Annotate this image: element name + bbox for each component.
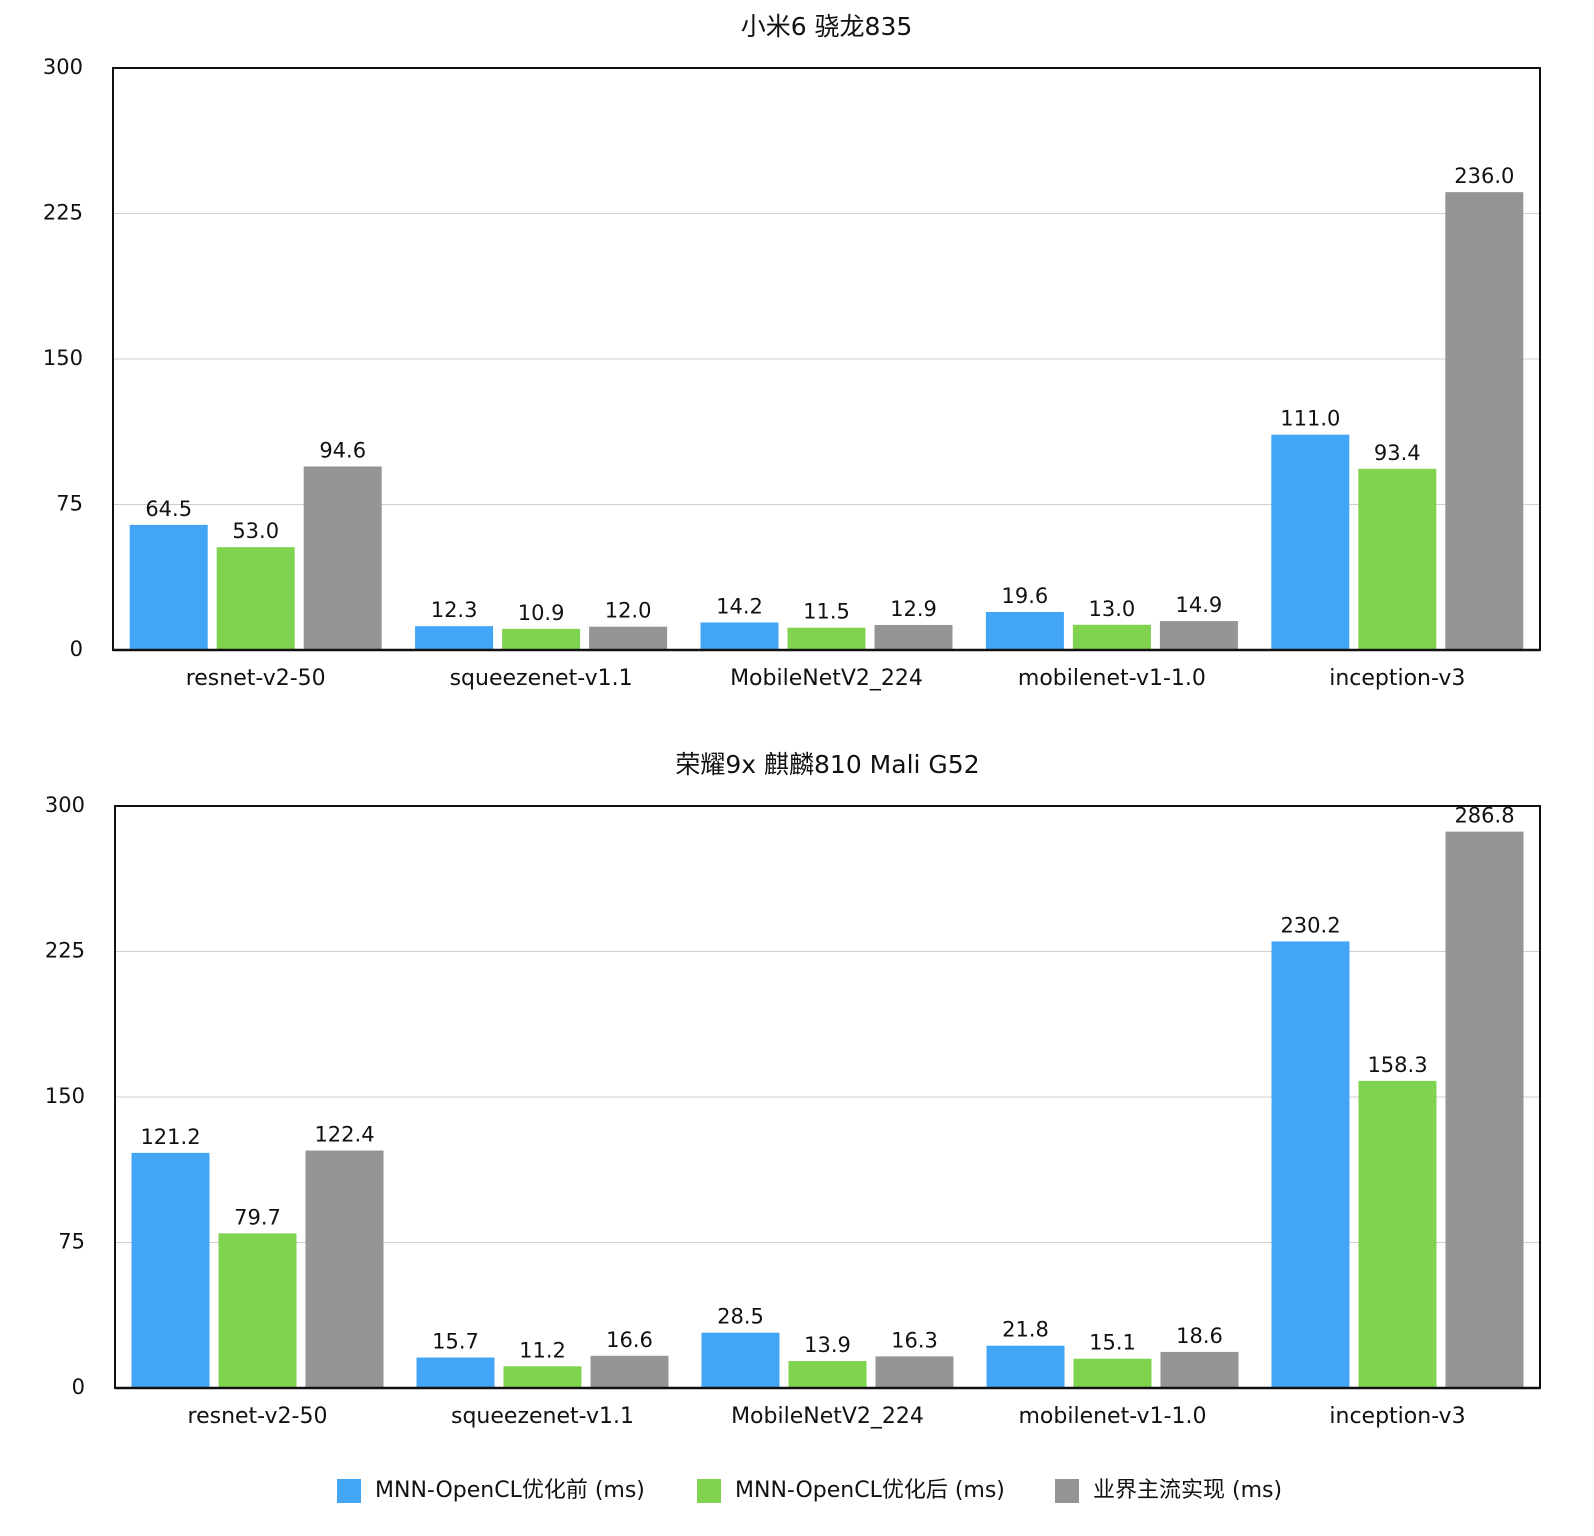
legend-label: 业界主流实现 (ms): [1093, 1478, 1282, 1503]
data-label: 158.3: [1367, 1053, 1427, 1077]
y-tick-label: 150: [45, 1084, 85, 1108]
x-tick-label: mobilenet-v1-1.0: [1018, 666, 1206, 691]
data-label: 64.5: [145, 497, 192, 521]
bar-resnet-v2-50-series-1: [129, 524, 208, 650]
x-tick-label: inception-v3: [1329, 1404, 1465, 1429]
data-label: 122.4: [314, 1123, 374, 1147]
bar-resnet-v2-50-series-3: [305, 1150, 384, 1388]
y-tick-label: 300: [43, 55, 83, 79]
bar-resnet-v2-50-series-3: [303, 466, 382, 650]
x-tick-label: MobileNetV2_224: [730, 666, 923, 691]
data-label: 14.9: [1176, 593, 1223, 617]
data-label: 236.0: [1454, 164, 1514, 188]
data-label: 12.3: [431, 598, 478, 622]
data-label: 19.6: [1002, 584, 1049, 608]
legend-swatch: [1055, 1479, 1079, 1503]
data-label: 28.5: [717, 1305, 764, 1329]
legend: MNN-OpenCL优化前 (ms) MNN-OpenCL优化后 (ms) 业界主流…: [337, 1478, 1282, 1503]
bar-inception-v3-series-1: [1271, 941, 1350, 1388]
y-tick-label: 300: [45, 793, 85, 817]
bar-mobilenet-v1-1-0-series-2: [1073, 1358, 1152, 1388]
chart-panel-1: 小米6 骁龙835 0 75 150 225 300 64.5 53.0 94.6 resnet-…: [43, 12, 1541, 691]
data-label: 13.9: [804, 1333, 851, 1357]
bar-inception-v3-series-2: [1358, 1080, 1437, 1388]
y-tick-label: 75: [56, 492, 83, 516]
bar-mobilenet-v1-1-0-series-1: [986, 1345, 1065, 1388]
x-tick-label: resnet-v2-50: [186, 666, 326, 691]
bar-inception-v3-series-2: [1358, 468, 1437, 650]
data-label: 16.3: [891, 1328, 938, 1352]
chart-panel-2: 荣耀9x 麒麟810 Mali G52 0 75 150 225 300 121.2 79.7…: [45, 750, 1541, 1429]
data-label: 18.6: [1176, 1324, 1223, 1348]
bar-squeezenet-v1-1-series-1: [415, 626, 494, 650]
bar-mobilenet-v1-1-0-series-3: [1160, 1351, 1239, 1388]
bar-mobilenetv2-224-series-3: [874, 624, 953, 650]
data-label: 11.5: [803, 600, 850, 624]
y-tick-label: 0: [70, 637, 83, 661]
bar-resnet-v2-50-series-2: [218, 1233, 297, 1388]
legend-item: MNN-OpenCL优化前 (ms): [337, 1478, 645, 1503]
legend-item: 业界主流实现 (ms): [1055, 1478, 1282, 1503]
chart-title: 小米6 骁龙835: [741, 12, 913, 41]
data-label: 94.6: [319, 438, 366, 462]
data-label: 11.2: [519, 1338, 566, 1362]
data-label: 14.2: [716, 594, 763, 618]
bar-squeezenet-v1-1-series-3: [589, 626, 668, 650]
bar-inception-v3-series-3: [1445, 831, 1524, 1388]
bar-squeezenet-v1-1-series-2: [503, 1366, 582, 1388]
bar-squeezenet-v1-1-series-3: [590, 1355, 669, 1388]
chart-title: 荣耀9x 麒麟810 Mali G52: [675, 750, 979, 779]
bar-mobilenetv2-224-series-1: [700, 622, 779, 650]
bar-resnet-v2-50-series-1: [131, 1152, 210, 1388]
legend-label: MNN-OpenCL优化前 (ms): [375, 1478, 645, 1503]
data-label: 79.7: [234, 1205, 281, 1229]
data-label: 121.2: [140, 1125, 200, 1149]
bar-resnet-v2-50-series-2: [216, 547, 295, 650]
data-label: 21.8: [1002, 1318, 1049, 1342]
data-label: 16.6: [606, 1328, 653, 1352]
bar-mobilenetv2-224-series-3: [875, 1356, 954, 1388]
data-label: 12.9: [890, 597, 937, 621]
data-label: 93.4: [1374, 441, 1421, 465]
bar-mobilenet-v1-1-0-series-1: [985, 611, 1064, 650]
data-label: 13.0: [1089, 597, 1136, 621]
bar-mobilenetv2-224-series-2: [788, 1361, 867, 1388]
x-tick-label: MobileNetV2_224: [731, 1404, 924, 1429]
bar-squeezenet-v1-1-series-1: [416, 1357, 495, 1388]
data-label: 12.0: [605, 599, 652, 623]
bar-inception-v3-series-3: [1445, 192, 1524, 650]
data-label: 15.7: [432, 1330, 479, 1354]
x-tick-label: squeezenet-v1.1: [451, 1404, 634, 1429]
x-tick-label: resnet-v2-50: [188, 1404, 328, 1429]
data-label: 286.8: [1454, 804, 1514, 828]
y-tick-label: 225: [43, 201, 83, 225]
bar-mobilenet-v1-1-0-series-3: [1159, 621, 1238, 650]
y-tick-label: 150: [43, 346, 83, 370]
legend-swatch: [337, 1479, 361, 1503]
y-tick-label: 75: [58, 1230, 85, 1254]
data-label: 15.1: [1089, 1331, 1136, 1355]
bar-mobilenetv2-224-series-2: [787, 627, 866, 650]
legend-swatch: [697, 1479, 721, 1503]
data-label: 10.9: [518, 601, 565, 625]
data-label: 53.0: [232, 519, 279, 543]
y-tick-label: 225: [45, 939, 85, 963]
legend-label: MNN-OpenCL优化后 (ms): [735, 1478, 1005, 1503]
bar-squeezenet-v1-1-series-2: [502, 628, 581, 650]
y-tick-label: 0: [72, 1375, 85, 1399]
bar-inception-v3-series-1: [1271, 434, 1350, 650]
x-tick-label: inception-v3: [1329, 666, 1465, 691]
x-tick-label: mobilenet-v1-1.0: [1018, 1404, 1206, 1429]
bar-mobilenet-v1-1-0-series-2: [1072, 624, 1151, 650]
data-label: 230.2: [1280, 913, 1340, 937]
data-label: 111.0: [1280, 407, 1340, 431]
legend-item: MNN-OpenCL优化后 (ms): [697, 1478, 1005, 1503]
bar-mobilenetv2-224-series-1: [701, 1332, 780, 1388]
x-tick-label: squeezenet-v1.1: [450, 666, 633, 691]
